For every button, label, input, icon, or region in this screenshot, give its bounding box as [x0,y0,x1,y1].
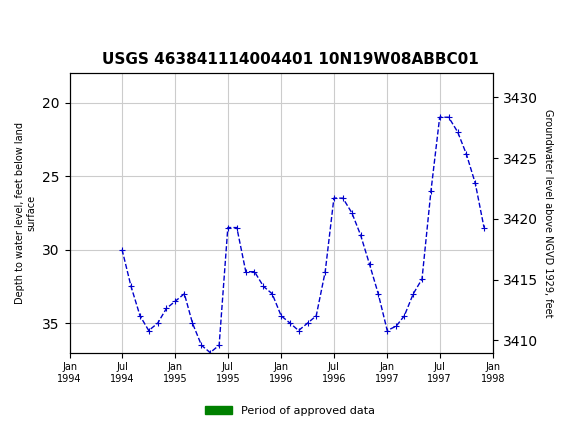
Y-axis label: Depth to water level, feet below land
surface: Depth to water level, feet below land su… [15,122,37,304]
Text: USGS 463841114004401 10N19W08ABBC01: USGS 463841114004401 10N19W08ABBC01 [102,52,478,67]
Y-axis label: Groundwater level above NGVD 1929, feet: Groundwater level above NGVD 1929, feet [543,109,553,317]
Bar [122,353,484,360]
Text: ▒USGS: ▒USGS [6,15,64,37]
Legend: Period of approved data: Period of approved data [200,401,380,420]
